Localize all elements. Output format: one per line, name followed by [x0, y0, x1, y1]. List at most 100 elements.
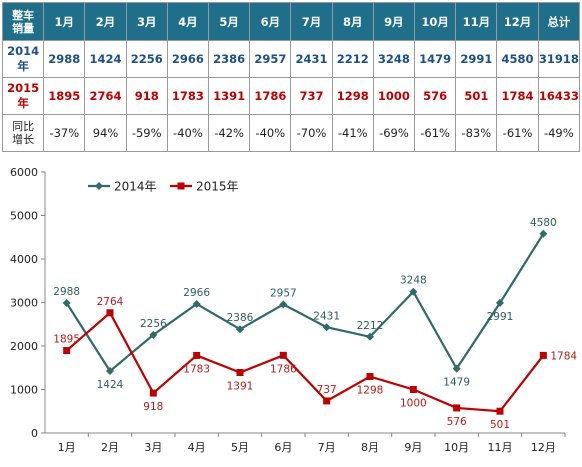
- table-cell: -41%: [331, 114, 374, 152]
- data-label: 2256: [140, 318, 167, 330]
- data-label: 1391: [227, 380, 254, 392]
- table-cell: -59%: [125, 114, 168, 152]
- x-tick-label: 4月: [188, 441, 206, 454]
- data-point-marker: [539, 229, 548, 238]
- data-label: 1479: [443, 377, 470, 389]
- x-tick-label: 6月: [274, 441, 292, 454]
- table-cell: 2957: [249, 40, 292, 78]
- x-tick-label: 2月: [101, 441, 119, 454]
- table-cell: 94%: [84, 114, 127, 152]
- table-row: 2015年 1895 2764 918 1783 1391 1786 737 1298 1000 5…: [1, 77, 581, 115]
- data-label: 1784: [550, 350, 577, 362]
- data-label: 1298: [357, 385, 384, 397]
- y-tick-label: 4000: [10, 253, 38, 266]
- table-month-header-5: 6月: [249, 2, 292, 41]
- data-label: 2957: [270, 287, 297, 299]
- y-tick-label: 6000: [10, 166, 38, 179]
- table-row: 2014年 2988 1424 2256 2966 2386 2957 2431 2212 324…: [1, 40, 581, 78]
- table-cell: 2212: [331, 40, 374, 78]
- data-point-marker: [279, 300, 288, 309]
- sales-table-body: 整车 销量 1月 2月 3月 4月 5月 6月 7月 8月 9月 10月 11月 12月 总计 2014年 29…: [1, 2, 581, 152]
- x-tick-label: 3月: [144, 441, 162, 454]
- data-label: 918: [143, 401, 163, 413]
- table-cell: 918: [125, 77, 168, 115]
- x-tick-label: 8月: [361, 441, 379, 454]
- y-tick-label: 1000: [10, 384, 38, 397]
- table-header-row: 整车 销量 1月 2月 3月 4月 5月 6月 7月 8月 9月 10月 11月 12月 总计: [1, 2, 581, 41]
- data-label: 501: [490, 419, 510, 431]
- data-label: 2212: [357, 320, 384, 332]
- legend-label: 2015年: [196, 180, 239, 194]
- data-point-marker: [453, 404, 461, 412]
- table-cell: 1298: [331, 77, 374, 115]
- table-month-header-7: 8月: [331, 2, 374, 41]
- x-tick-label: 5月: [231, 441, 249, 454]
- data-point-marker: [322, 323, 331, 332]
- data-point-marker: [409, 386, 417, 393]
- table-month-header-2: 3月: [125, 2, 168, 41]
- data-point-marker: [236, 325, 244, 334]
- table-cell: -37%: [43, 114, 86, 152]
- table-cell: 1783: [166, 77, 210, 115]
- table-month-header-6: 7月: [290, 2, 333, 41]
- legend-marker: [177, 182, 185, 190]
- x-tick-label: 12月: [531, 441, 556, 454]
- table-cell: -49%: [537, 114, 581, 152]
- x-tick-label: 9月: [404, 441, 422, 454]
- data-label: 1424: [97, 379, 124, 391]
- table-cell: 31918: [537, 40, 581, 78]
- data-point-marker: [366, 373, 374, 381]
- data-point-marker: [323, 397, 331, 405]
- legend-marker: [95, 182, 103, 190]
- table-cell: 2431: [290, 40, 333, 78]
- data-label: 3248: [400, 275, 427, 287]
- table-cell: -40%: [166, 114, 210, 152]
- table-month-header-10: 11月: [455, 2, 498, 41]
- table-cell: 1786: [249, 77, 292, 115]
- table-month-header-4: 5月: [208, 2, 251, 41]
- data-label: 1000: [400, 398, 427, 410]
- x-tick-label: 11月: [488, 441, 513, 454]
- table-cell: 2386: [208, 40, 251, 78]
- data-point-marker: [539, 351, 547, 359]
- table-cell: 2966: [166, 40, 210, 78]
- data-point-marker: [62, 299, 71, 308]
- y-tick-label: 2000: [10, 340, 38, 353]
- data-point-marker: [279, 351, 287, 359]
- data-point-marker: [366, 332, 374, 341]
- table-cell: -61%: [414, 114, 457, 152]
- table-cell: 576: [414, 77, 457, 115]
- x-tick-label: 10月: [444, 441, 469, 454]
- table-row: 同比 增长 -37% 94% -59% -40% -42% -40% -70% -41% -69% -…: [1, 114, 581, 152]
- data-label: 1783: [183, 363, 210, 375]
- table-cell: 501: [455, 77, 498, 115]
- table-cell: -70%: [290, 114, 333, 152]
- table-cell: 2991: [455, 40, 498, 78]
- data-label: 737: [317, 384, 337, 396]
- data-label: 2991: [487, 311, 514, 323]
- table-cell: 1479: [414, 40, 457, 78]
- data-label: 1895: [53, 334, 80, 346]
- table-cell: 2764: [84, 77, 127, 115]
- sales-table: 整车 销量 1月 2月 3月 4月 5月 6月 7月 8月 9月 10月 11月 12月 总计 2014年 29…: [1, 2, 581, 152]
- table-corner-header: 整车 销量: [1, 2, 45, 41]
- table-cell: 16433: [537, 77, 581, 115]
- table-cell: 4580: [496, 40, 539, 78]
- data-point-marker: [236, 368, 244, 376]
- data-point-marker: [106, 367, 114, 376]
- data-point-marker: [192, 299, 201, 308]
- table-month-header-8: 9月: [372, 2, 416, 41]
- y-tick-label: 0: [31, 427, 38, 440]
- data-point-marker: [106, 309, 114, 317]
- table-cell: 1424: [84, 40, 127, 78]
- data-label: 2386: [227, 312, 254, 324]
- table-month-header-12: 总计: [537, 2, 581, 41]
- table-cell: -83%: [455, 114, 498, 152]
- data-label: 2988: [53, 286, 80, 298]
- table-month-header-1: 2月: [84, 2, 127, 41]
- table-cell: 737: [290, 77, 333, 115]
- table-month-header-0: 1月: [43, 2, 86, 41]
- table-month-header-9: 10月: [414, 2, 457, 41]
- x-tick-label: 7月: [318, 441, 336, 454]
- data-point-marker: [452, 364, 461, 373]
